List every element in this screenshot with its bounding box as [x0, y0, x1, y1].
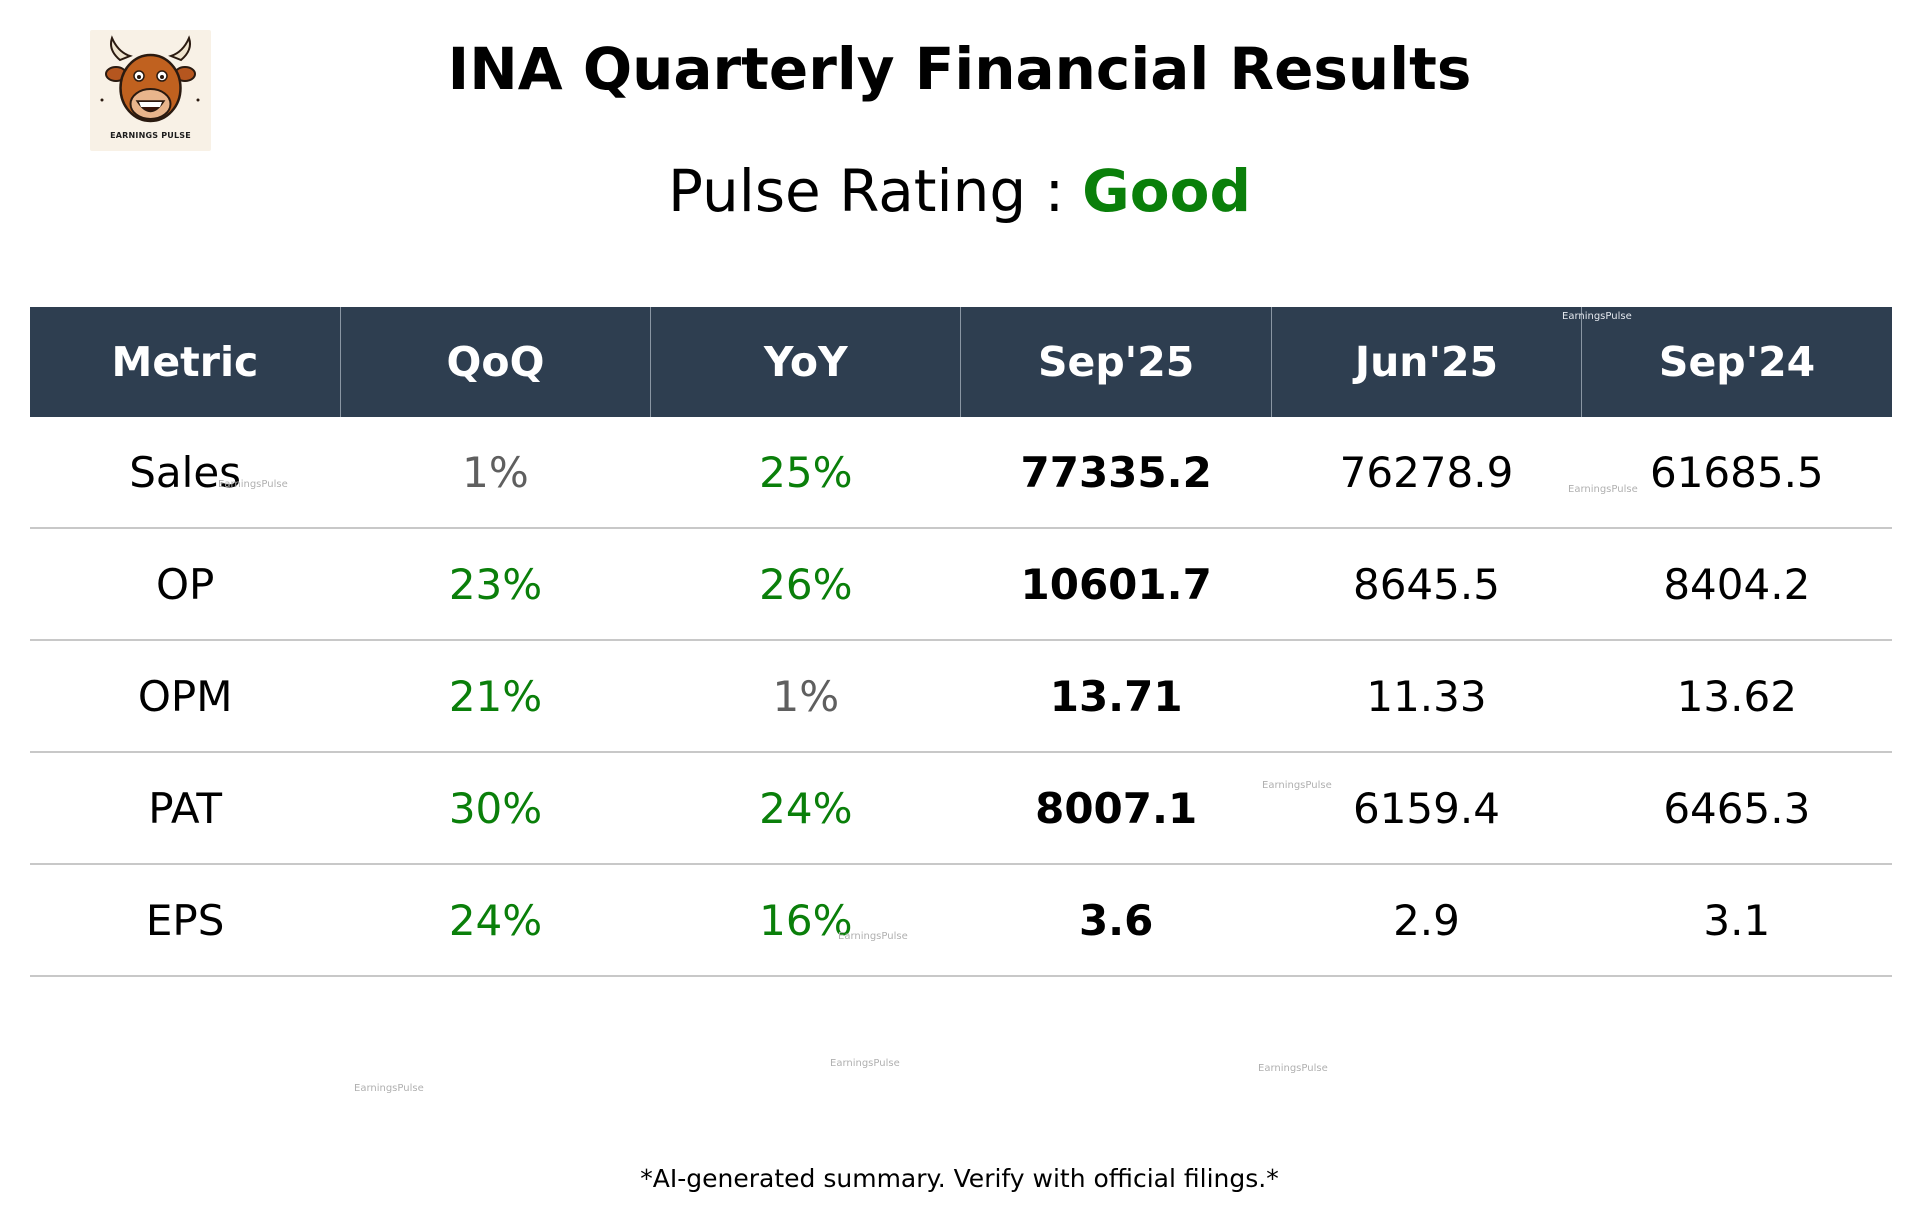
table-row: Sales 1% 25% 77335.2 76278.9 61685.5 [30, 417, 1892, 529]
sep24-cell: 6465.3 [1581, 752, 1892, 865]
sep24-cell: 3.1 [1581, 864, 1892, 977]
qoq-cell: 1% [340, 417, 651, 529]
page-title: INA Quarterly Financial Results [447, 35, 1472, 103]
yoy-cell: 24% [650, 752, 961, 865]
watermark: EarningsPulse [354, 1083, 424, 1094]
metric-cell: EPS [30, 864, 341, 977]
qoq-cell: 21% [340, 640, 651, 753]
jun25-cell: 2.9 [1271, 864, 1582, 977]
metric-cell: Sales [30, 417, 341, 529]
pulse-rating-label: Pulse Rating : [668, 157, 1065, 225]
table-row: OP 23% 26% 10601.7 8645.5 8404.2 [30, 528, 1892, 641]
jun25-cell: 8645.5 [1271, 528, 1582, 641]
bull-mascot-icon [100, 35, 200, 123]
sep25-cell: 8007.1 [960, 752, 1272, 865]
sep25-cell: 13.71 [960, 640, 1272, 753]
watermark: EarningsPulse [1258, 1063, 1328, 1074]
logo-text: EARNINGS PULSE [110, 131, 191, 140]
column-header-sep25: Sep'25 [960, 307, 1272, 417]
pulse-rating: Pulse Rating : Good [0, 156, 1919, 226]
sep24-cell: 61685.5 [1581, 417, 1892, 529]
metric-cell: OP [30, 528, 341, 641]
column-header-yoy: YoY [650, 307, 961, 417]
pulse-rating-value: Good [1082, 157, 1251, 225]
jun25-cell: 76278.9 [1271, 417, 1582, 529]
watermark: EarningsPulse [1562, 311, 1632, 322]
qoq-cell: 30% [340, 752, 651, 865]
sep24-cell: 13.62 [1581, 640, 1892, 753]
watermark: EarningsPulse [1262, 780, 1332, 791]
disclaimer-footer: *AI-generated summary. Verify with offic… [640, 1164, 1279, 1193]
qoq-cell: 23% [340, 528, 651, 641]
table-row: EPS 24% 16% 3.6 2.9 3.1 [30, 864, 1892, 977]
column-header-metric: Metric [30, 307, 341, 417]
yoy-cell: 16% [650, 864, 961, 977]
yoy-cell: 1% [650, 640, 961, 753]
metric-cell: PAT [30, 752, 341, 865]
watermark: EarningsPulse [1568, 484, 1638, 495]
column-header-qoq: QoQ [339, 307, 651, 417]
column-header-jun25: Jun'25 [1270, 307, 1582, 417]
table-row: OPM 21% 1% 13.71 11.33 13.62 [30, 640, 1892, 753]
metric-cell: OPM [30, 640, 341, 753]
column-header-sep24: Sep'24 [1581, 307, 1892, 417]
sep25-cell: 10601.7 [960, 528, 1272, 641]
watermark: EarningsPulse [838, 931, 908, 942]
table-header-row: Metric QoQ YoY Sep'25 Jun'25 Sep'24 [30, 307, 1892, 417]
table-row: PAT 30% 24% 8007.1 6159.4 6465.3 [30, 752, 1892, 865]
qoq-cell: 24% [340, 864, 651, 977]
watermark: EarningsPulse [830, 1058, 900, 1069]
jun25-cell: 11.33 [1271, 640, 1582, 753]
results-table: Metric QoQ YoY Sep'25 Jun'25 Sep'24 Sale… [30, 307, 1892, 977]
yoy-cell: 26% [650, 528, 961, 641]
watermark: EarningsPulse [218, 479, 288, 490]
earnings-pulse-logo: EARNINGS PULSE [90, 30, 211, 151]
sep24-cell: 8404.2 [1581, 528, 1892, 641]
yoy-cell: 25% [650, 417, 961, 529]
sep25-cell: 3.6 [960, 864, 1272, 977]
sep25-cell: 77335.2 [960, 417, 1272, 529]
jun25-cell: 6159.4 [1271, 752, 1582, 865]
